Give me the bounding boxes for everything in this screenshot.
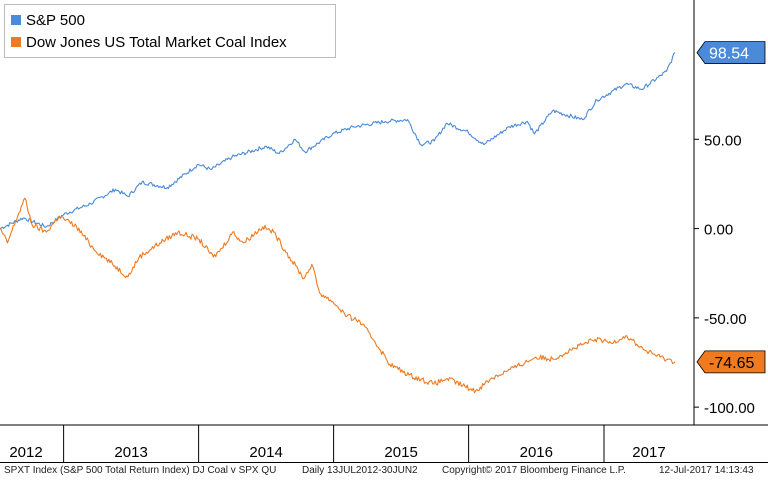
legend-swatch: [11, 15, 21, 25]
footer: SPXT Index (S&P 500 Total Return Index) …: [0, 463, 768, 480]
x-tick-label: 2013: [114, 444, 147, 461]
y-tick-label: 50.00: [704, 132, 742, 149]
legend-swatch: [11, 37, 21, 47]
legend-label: S&P 500: [26, 11, 85, 29]
axes: [0, 0, 768, 463]
x-tick-label: 2015: [384, 444, 417, 461]
series-line-sp500: [0, 52, 676, 230]
legend: S&P 500 Dow Jones US Total Market Coal I…: [4, 4, 336, 58]
y-tick-label: 0.00: [704, 222, 733, 239]
footer-copyright: Copyright© 2017 Bloomberg Finance L.P.: [442, 465, 626, 476]
last-value-label: -74.65: [709, 355, 754, 372]
legend-item-sp500: S&P 500: [11, 10, 85, 30]
last-value-tags: 98.54 -74.65: [696, 41, 766, 374]
legend-label: Dow Jones US Total Market Coal Index: [26, 33, 287, 51]
x-tick-label: 2016: [520, 444, 553, 461]
last-value-tag: [696, 41, 766, 65]
last-value-label: 98.54: [709, 46, 749, 63]
y-tick-label: -100.00: [704, 400, 755, 417]
legend-item-coal: Dow Jones US Total Market Coal Index: [11, 32, 287, 52]
x-tick-label: 2012: [9, 444, 42, 461]
chart: 50.000.00-50.00-100.00 2012 2013 2014 2015 2…: [0, 0, 768, 463]
series-line-coal: [0, 197, 676, 394]
footer-index: SPXT Index (S&P 500 Total Return Index) …: [4, 465, 277, 476]
footer-period: Daily 13JUL2012-30JUN2: [302, 465, 418, 476]
footer-timestamp: 12-Jul-2017 14:13:43: [659, 465, 754, 476]
last-value-tag: [696, 350, 766, 374]
y-tick-label: -50.00: [704, 311, 747, 328]
x-tick-label: 2014: [249, 444, 282, 461]
x-axis-labels: 2012 2013 2014 2015 2016 2017: [9, 444, 665, 461]
x-tick-label: 2017: [632, 444, 665, 461]
series-lines: [0, 52, 676, 394]
y-axis-labels: 50.00 0.00 -50.00 -100.00: [704, 132, 755, 417]
